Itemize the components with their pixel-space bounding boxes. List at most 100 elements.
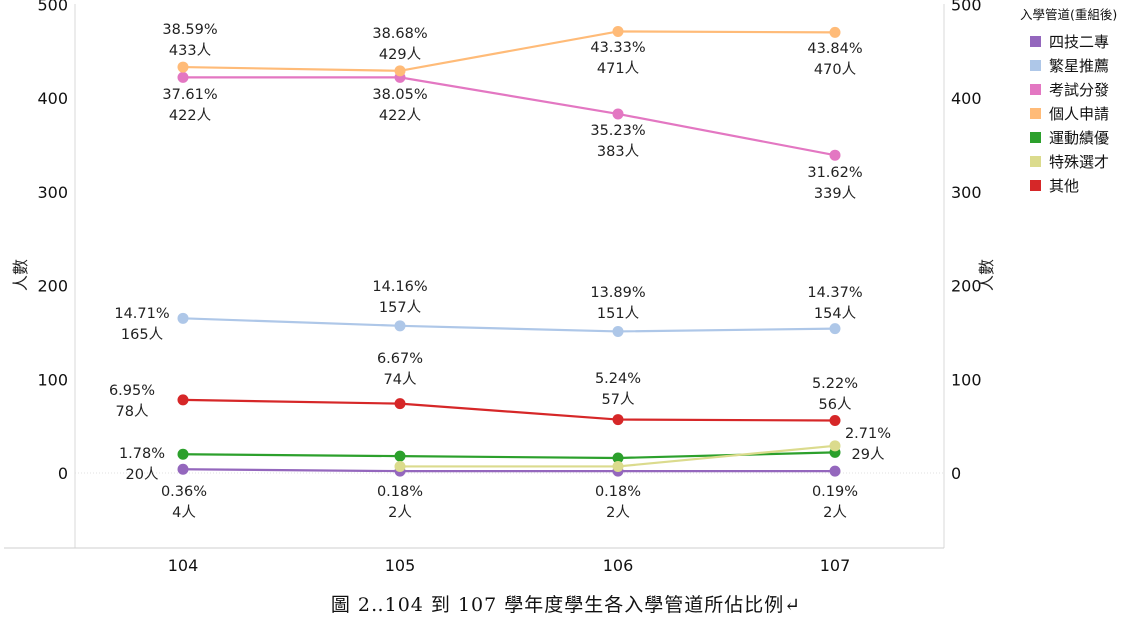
data-point	[177, 448, 189, 460]
data-point	[829, 149, 841, 161]
y-tick-label-left: 500	[37, 0, 68, 14]
legend-swatch	[1030, 107, 1041, 119]
data-label-count: 339人	[814, 185, 856, 202]
data-label-percent: 5.22%	[812, 376, 858, 392]
data-label-percent: 37.61%	[162, 87, 217, 103]
data-label-count: 154人	[814, 305, 856, 322]
y-tick-label-right: 500	[951, 0, 982, 14]
data-label-percent: 0.18%	[377, 484, 423, 500]
y-tick-label-left: 100	[37, 370, 68, 389]
data-point	[394, 450, 406, 462]
figure-caption: 圖 2‥104 到 107 學年度學生各入學管道所佔比例↵	[330, 594, 802, 616]
data-point	[612, 25, 624, 37]
data-label-count: 20人	[126, 466, 159, 483]
plot-frame	[4, 4, 945, 549]
data-label-count: 422人	[169, 107, 211, 124]
data-label-count: 383人	[597, 143, 639, 160]
data-label-count: 433人	[169, 42, 211, 59]
data-label-count: 471人	[597, 60, 639, 77]
y-tick-label-left: 400	[37, 89, 68, 108]
x-tick-label: 105	[385, 556, 416, 575]
data-labels: 0.36% 4人 0.18% 2人 0.18% 2人 0.19% 2人 14.71% 165人 14…	[109, 22, 891, 521]
legend-item: 其他	[1020, 173, 1130, 197]
data-label-percent: 43.33%	[590, 40, 645, 56]
legend-item: 運動績優	[1020, 125, 1130, 149]
data-label-count: 151人	[597, 305, 639, 322]
legend-item: 繁星推薦	[1020, 53, 1130, 77]
legend-item: 個人申請	[1020, 101, 1130, 125]
series-line	[182, 30, 836, 72]
data-label-count: 74人	[384, 371, 417, 388]
legend-item: 特殊選才	[1020, 149, 1130, 173]
legend-swatch	[1030, 179, 1041, 191]
legend-swatch	[1030, 83, 1041, 95]
y-tick-label-right: 0	[951, 464, 961, 483]
data-label-percent: 14.71%	[114, 306, 169, 322]
data-point	[177, 61, 189, 73]
data-label-percent: 0.19%	[812, 484, 858, 500]
legend-label: 個人申請	[1049, 104, 1110, 123]
data-label-count: 29人	[852, 446, 885, 463]
data-label-count: 429人	[379, 46, 421, 63]
x-tick-label: 107	[820, 556, 851, 575]
data-label-percent: 0.36%	[161, 484, 207, 500]
series-line	[183, 76, 836, 157]
series-line	[182, 317, 836, 333]
series-line	[182, 468, 835, 473]
y-tick-label-left: 0	[58, 464, 68, 483]
data-point	[394, 320, 406, 332]
y-tick-label-right: 100	[951, 370, 982, 389]
data-label-count: 470人	[814, 61, 856, 78]
data-label-count: 56人	[819, 396, 852, 413]
legend-label: 其他	[1049, 176, 1080, 195]
x-tick-label: 104	[168, 556, 199, 575]
y-tick-label-right: 300	[951, 183, 982, 202]
legend-swatch	[1030, 131, 1041, 143]
data-point	[177, 394, 189, 406]
data-point	[394, 398, 406, 410]
data-label-count: 422人	[379, 107, 421, 124]
legend-label: 繁星推薦	[1049, 56, 1110, 75]
data-point	[829, 415, 841, 426]
data-label-percent: 31.62%	[807, 165, 862, 181]
data-label-percent: 1.78%	[119, 446, 165, 462]
data-point	[612, 460, 624, 472]
data-label-percent: 14.16%	[372, 279, 427, 295]
data-label-count: 165人	[121, 326, 163, 343]
data-label-count: 78人	[116, 403, 149, 420]
data-point	[394, 65, 406, 77]
data-label-count: 4人	[172, 504, 196, 521]
legend-label: 四技二專	[1049, 32, 1110, 51]
data-point	[829, 26, 841, 38]
data-label-count: 157人	[379, 299, 421, 316]
series-line	[182, 398, 836, 422]
legend-item: 四技二專	[1020, 29, 1130, 53]
y-axis-ticks: 500 500 400 400 300 300 200 200 100 100 0 0	[37, 0, 981, 483]
x-tick-label: 106	[603, 556, 634, 575]
data-point	[612, 325, 624, 337]
data-point	[612, 452, 624, 464]
legend-label: 考試分發	[1049, 80, 1110, 99]
legend: 入學管道(重組後) 四技二專繁星推薦考試分發個人申請運動績優 特殊選才其他	[1020, 4, 1130, 197]
series-points	[177, 25, 841, 477]
data-point	[394, 460, 406, 472]
y-tick-label-right: 200	[951, 277, 982, 296]
y-axis-label-left: 人數	[11, 259, 30, 291]
y-tick-label-left: 300	[37, 183, 68, 202]
data-label-percent: 0.18%	[595, 484, 641, 500]
data-point	[612, 414, 624, 426]
data-point	[177, 312, 189, 324]
y-tick-label-left: 200	[37, 277, 68, 296]
legend-swatch	[1030, 155, 1041, 167]
legend-title: 入學管道(重組後)	[1020, 7, 1118, 22]
y-tick-label-right: 400	[951, 89, 982, 108]
data-label-percent: 38.05%	[372, 87, 427, 103]
data-label-count: 2人	[823, 504, 847, 521]
data-point	[177, 463, 189, 475]
data-label-count: 57人	[602, 391, 635, 408]
data-point	[177, 71, 189, 83]
legend-item: 考試分發	[1020, 77, 1130, 101]
y-axis-label-right: 人數	[977, 259, 996, 291]
data-point	[829, 440, 841, 452]
data-point	[829, 465, 841, 477]
